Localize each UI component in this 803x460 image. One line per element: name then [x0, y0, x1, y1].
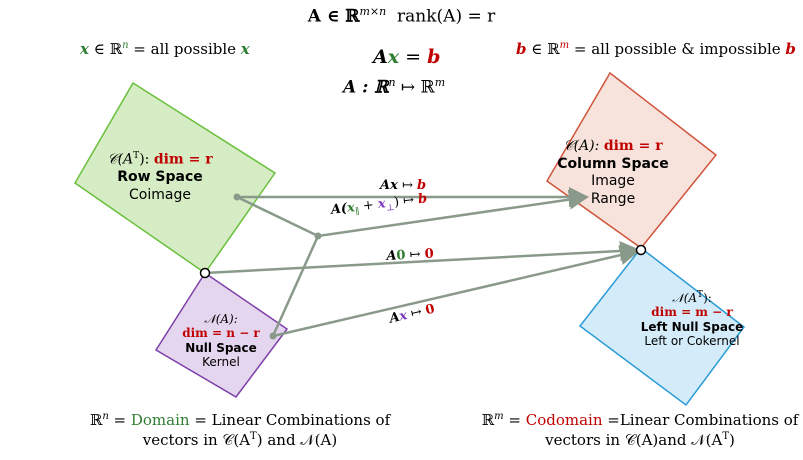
left-null-space-label: 𝒩(AT): dim = m − r Left Null Space Left …: [627, 290, 757, 349]
codomain-caption: ℝm = Codomain =Linear Combinations of ve…: [481, 411, 799, 450]
null-space-shape: [154, 271, 289, 398]
column-space-label: 𝒞(A): dim = r Column Space Image Range: [538, 138, 688, 208]
equation-ax-b: Ax = b: [373, 46, 441, 68]
row-space-dim: 𝒞(AT): dim = r: [107, 151, 213, 168]
column-space-alias-image: Image: [591, 173, 635, 189]
column-space-alias-range: Range: [590, 190, 636, 207]
sum-dot: [314, 232, 322, 240]
row-space-label: 𝒞(AT): dim = r Row Space Coimage: [90, 151, 230, 204]
left-null-space-shape: [578, 246, 746, 407]
null-dot: [269, 332, 277, 340]
arrow-label-ax-b: Ax ↦ b: [380, 178, 427, 193]
null-space-name: Null Space: [185, 340, 257, 355]
page-title: A ∈ ℝm×n rank(A) = r: [307, 5, 496, 27]
null-link: [271, 235, 320, 337]
row-space-alias: Coimage: [129, 186, 191, 203]
domain-caption: ℝn = Domain = Linear Combinations of vec…: [89, 411, 391, 450]
left-null-space-dim: dim = m − r: [651, 305, 733, 320]
left-null-space-symbol: 𝒩(AT):: [672, 290, 712, 305]
domain-origin: [199, 267, 211, 279]
null-space-dim: dim = n − r: [182, 326, 260, 341]
mapping-equation: A : ℝn ↦ ℝm: [343, 76, 446, 98]
column-space-dim: 𝒞(A): dim = r: [563, 138, 663, 154]
domain-set-label: x ∈ ℝn = all possible x: [80, 40, 250, 58]
arrow-zero-to-zero: [204, 240, 640, 275]
left-null-space-alias: Left or Cokernel: [644, 334, 740, 349]
codomain-origin: [635, 244, 647, 256]
codomain-set-label: b ∈ ℝm = all possible & impossible b: [516, 40, 796, 58]
row-space-name: Row Space: [117, 169, 203, 186]
row-dot: [233, 193, 241, 201]
arrow-null-to-zero: [272, 245, 640, 338]
null-space-label: 𝒩(A): dim = n − r Null Space Kernel: [166, 312, 276, 370]
null-space-alias: Kernel: [202, 355, 240, 370]
arrow-label-zero: A0 ↦ 0: [386, 246, 435, 264]
column-space-name: Column Space: [557, 155, 669, 172]
null-space-symbol: 𝒩(A):: [204, 312, 238, 326]
left-null-space-name: Left Null Space: [640, 319, 744, 334]
